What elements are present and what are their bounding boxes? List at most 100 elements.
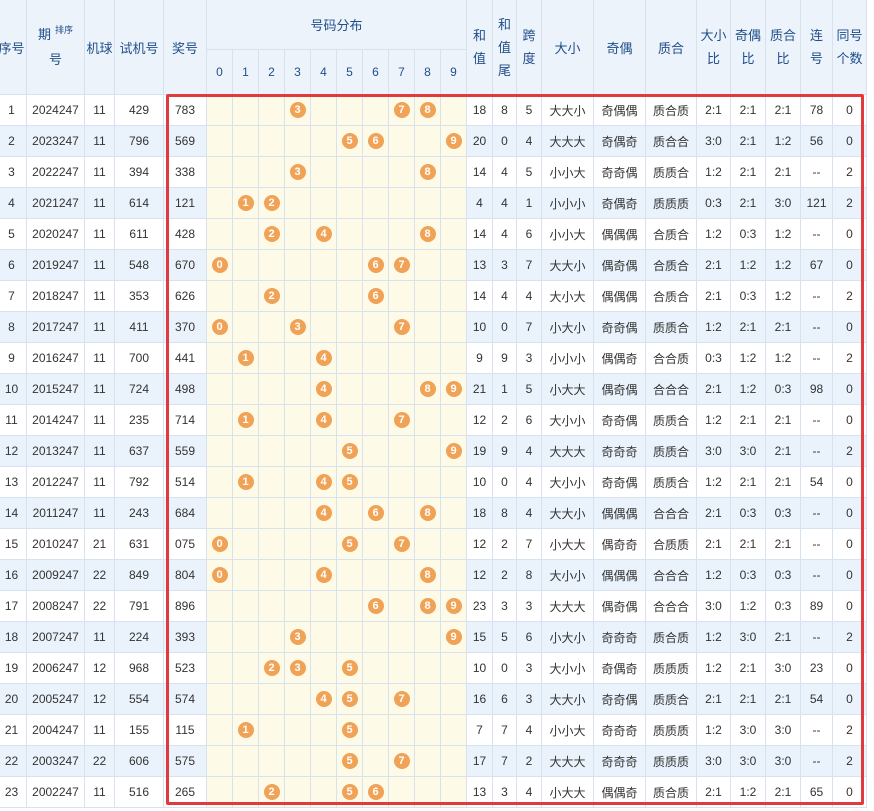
- digit-cell-2: [258, 125, 285, 157]
- seq-cell: 12: [0, 435, 27, 467]
- table-row: 14 2011247 11 243 684 4 6 8 18 8 4 大大小 偶偶偶 合合合 2:1 0:3 0…: [0, 497, 867, 529]
- span-cell: 6: [516, 218, 542, 250]
- digit-ball-icon: 8: [419, 567, 436, 583]
- sum-cell: 15: [466, 621, 493, 653]
- digit-cell-4: [310, 652, 337, 684]
- test-number-cell: 394: [114, 156, 164, 188]
- pc-ratio-cell: 2:1: [765, 156, 801, 188]
- consecutive-cell: 54: [800, 466, 833, 498]
- digit-cell-6: [362, 652, 389, 684]
- bs-ratio-cell: 1:2: [696, 311, 731, 343]
- digit-cell-7: [388, 714, 415, 746]
- digit-header-4: 4: [310, 49, 337, 95]
- table-row: 3 2022247 11 394 338 3 8 14 4 5 小小大 奇奇偶 质质合 1:2 2:1 2:1…: [0, 156, 867, 188]
- table-row: 23 2002247 11 516 265 2 5 6 13 3 4 小大大 偶偶奇 质合质 2:1 1:2 2…: [0, 776, 867, 808]
- digit-ball-icon: 8: [419, 505, 436, 521]
- span-cell: 1: [516, 187, 542, 219]
- digit-ball-icon: 8: [419, 226, 436, 242]
- table-row: 13 2012247 11 792 514 1 4 5 10 0 4 大小小 奇奇偶 质质合 1:2 2:1 2…: [0, 466, 867, 498]
- digit-cell-0: [206, 497, 233, 529]
- primecomp-cell: 合合合: [645, 497, 697, 529]
- digit-cell-3: [284, 187, 311, 219]
- digit-cell-0: [206, 714, 233, 746]
- digit-cell-5: [336, 311, 363, 343]
- digit-cell-0: [206, 373, 233, 405]
- sort-label[interactable]: 排序: [55, 25, 74, 35]
- period-cell: 2023247: [26, 125, 85, 157]
- table-row: 4 2021247 11 614 121 1 2 4 4 1 小小小 奇偶奇 质质质 0:3 2:1 3:0 1…: [0, 187, 867, 219]
- test-number-cell: 429: [114, 94, 164, 126]
- digit-cell-5: 5: [336, 714, 363, 746]
- pc-ratio-cell: 2:1: [765, 683, 801, 715]
- digit-cell-7: [388, 497, 415, 529]
- pc-ratio-cell: 1:2: [765, 342, 801, 374]
- digit-ball-icon: 6: [367, 257, 384, 273]
- digit-cell-7: 7: [388, 249, 415, 281]
- machine-cell: 11: [84, 218, 115, 250]
- oddeven-cell: 奇奇奇: [593, 714, 646, 746]
- bs-ratio-cell: 1:2: [696, 156, 731, 188]
- digit-cell-5: [336, 94, 363, 126]
- digit-cell-4: [310, 280, 337, 312]
- span-cell: 3: [516, 683, 542, 715]
- digit-cell-1: 1: [232, 187, 259, 219]
- digit-cell-4: [310, 94, 337, 126]
- digit-cell-0: [206, 621, 233, 653]
- digit-cell-7: 7: [388, 404, 415, 436]
- oe-ratio-cell: 1:2: [730, 342, 766, 374]
- prize-cell: 684: [163, 497, 207, 529]
- col-header-bs-ratio: 大小比: [696, 0, 731, 95]
- oddeven-cell: 偶奇偶: [593, 249, 646, 281]
- same-count-cell: 0: [832, 528, 867, 560]
- col-header-period[interactable]: 期排序 号 ▲: [26, 0, 85, 95]
- digit-ball-icon: 6: [367, 784, 384, 800]
- bigsmall-cell: 小大小: [541, 311, 594, 343]
- table-row: 22 2003247 22 606 575 5 7 17 7 2 大大大 奇奇奇 质质质 3:0 3:0 3:…: [0, 745, 867, 777]
- period-label-top: 期排序: [37, 25, 74, 42]
- digit-ball-icon: 8: [419, 164, 436, 180]
- digit-ball-icon: 4: [315, 505, 332, 521]
- digit-cell-9: [440, 683, 467, 715]
- digit-cell-9: [440, 404, 467, 436]
- digit-cell-2: 2: [258, 187, 285, 219]
- bigsmall-cell: 大大大: [541, 745, 594, 777]
- digit-cell-8: [414, 404, 441, 436]
- seq-cell: 7: [0, 280, 27, 312]
- digit-cell-2: [258, 156, 285, 188]
- digit-cell-5: [336, 373, 363, 405]
- digit-cell-4: 4: [310, 404, 337, 436]
- primecomp-cell: 质合质: [645, 621, 697, 653]
- consecutive-cell: 78: [800, 94, 833, 126]
- machine-cell: 11: [84, 342, 115, 374]
- digit-cell-3: [284, 280, 311, 312]
- digit-cell-2: [258, 435, 285, 467]
- bs-ratio-cell: 0:3: [696, 187, 731, 219]
- digit-ball-icon: 0: [211, 567, 228, 583]
- machine-cell: 11: [84, 714, 115, 746]
- digit-ball-icon: 1: [237, 722, 254, 738]
- digit-cell-6: [362, 311, 389, 343]
- bs-ratio-cell: 2:1: [696, 528, 731, 560]
- period-cell: 2004247: [26, 714, 85, 746]
- digit-cell-1: [232, 683, 259, 715]
- table-row: 17 2008247 22 791 896 6 8 9 23 3 3 大大大 偶奇偶 合合合 3:0 1:2 0…: [0, 590, 867, 622]
- period-cell: 2022247: [26, 156, 85, 188]
- digit-ball-icon: 4: [315, 381, 332, 397]
- sum-tail-cell: 0: [492, 652, 517, 684]
- table-row: 6 2019247 11 548 670 0 6 7 13 3 7 大大小 偶奇偶 合质合 2:1 1:2 1:…: [0, 249, 867, 281]
- span-cell: 5: [516, 156, 542, 188]
- oe-ratio-cell: 3:0: [730, 714, 766, 746]
- period-cell: 2009247: [26, 559, 85, 591]
- test-number-cell: 243: [114, 497, 164, 529]
- pc-ratio-cell: 0:3: [765, 559, 801, 591]
- digit-cell-9: [440, 559, 467, 591]
- table-row: 8 2017247 11 411 370 0 3 7 10 0 7 小大小 奇奇偶 质质合 1:2 2:1 2:…: [0, 311, 867, 343]
- oddeven-cell: 偶偶偶: [593, 280, 646, 312]
- bs-ratio-cell: 2:1: [696, 776, 731, 808]
- digit-header-6: 6: [362, 49, 389, 95]
- digit-cell-2: [258, 342, 285, 374]
- same-count-cell: 2: [832, 342, 867, 374]
- bigsmall-cell: 大小小: [541, 466, 594, 498]
- sum-cell: 13: [466, 249, 493, 281]
- oe-ratio-cell: 0:3: [730, 497, 766, 529]
